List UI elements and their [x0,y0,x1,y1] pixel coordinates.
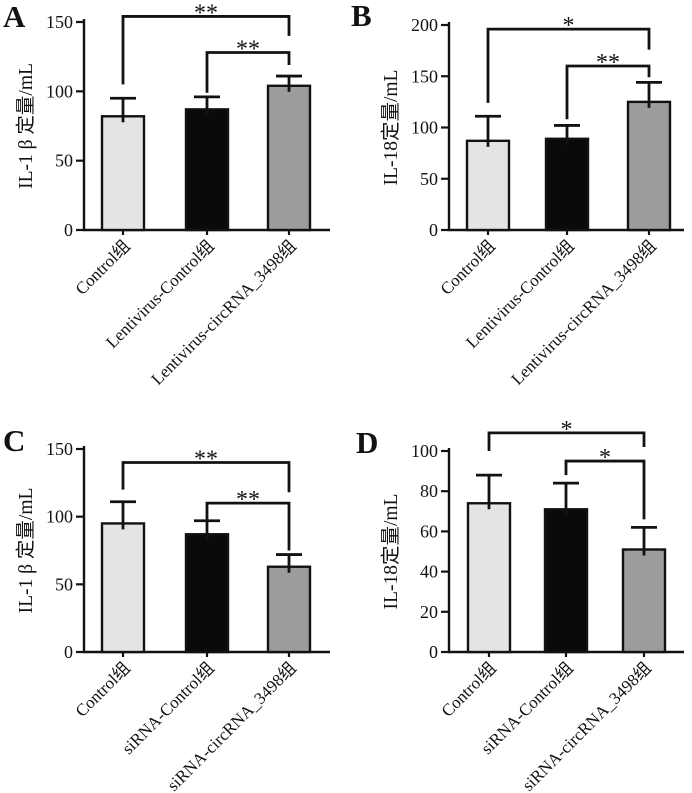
bar [626,100,672,232]
panel-B-letter: B [351,0,372,33]
y-axis-title: IL-18定量/mL [380,494,402,610]
panel-A: A 0 50 100 150 IL-1 β 定量/mL Control组 Lentiviru… [0,0,346,400]
significance-bracket [121,461,291,493]
y-tick-label: 150 [46,439,73,459]
panel-D: D 0 20 40 60 80 100 IL-18定量/mL Control组 siRNA-Co… [346,400,692,793]
bar [466,502,512,654]
panel-C: C 0 50 100 150 IL-1 β 定量/mL Control组 siRNA-Con… [0,400,346,793]
y-axis-title: IL-1 β 定量/mL [15,488,37,614]
panel-D-chart: 020406080100IL-18定量/mLControl组siRNA-Cont… [380,417,684,793]
significance-label: * [561,417,573,443]
bar [266,84,312,232]
significance-label: ** [236,37,260,63]
bar [543,508,589,654]
y-tick-label: 60 [420,521,438,541]
panel-C-letter: C [3,423,26,458]
y-tick-label: 40 [420,562,438,582]
significance-bracket [565,64,651,120]
significance-bracket [205,501,291,551]
bar [100,522,146,654]
bar [544,137,590,232]
bar [100,115,146,232]
bar [184,108,230,232]
y-tick-label: 100 [411,441,438,461]
x-tick-label: Lentivirus-circRNA_3498组 [148,236,300,388]
significance-bracket [205,51,291,93]
x-tick-label: Control组 [72,658,134,720]
y-tick-label: 200 [411,15,438,35]
y-tick-label: 0 [429,642,438,662]
y-tick-label: 0 [64,220,73,240]
y-tick-label: 50 [420,169,438,189]
y-tick-label: 0 [429,220,438,240]
panel-D-letter: D [356,425,379,460]
y-tick-label: 50 [55,574,73,594]
y-tick-label: 100 [46,507,73,527]
significance-bracket [486,27,651,103]
panel-B: B 0 50 100 150 200 IL-18定量/mL Control组 Lentivir… [346,0,692,400]
y-tick-label: 100 [46,81,73,101]
x-tick-label: Control组 [72,236,134,298]
y-tick-label: 0 [64,642,73,662]
panel-A-chart: 0 50 100 150 IL-1 β 定量/mL Control组Lentivirus-… [15,0,330,389]
y-tick-label: 100 [411,118,438,138]
bar [465,139,511,232]
y-axis-title: IL-18定量/mL [380,70,402,186]
significance-bracket [121,15,291,85]
y-tick-label: 150 [46,12,73,32]
x-tick-label: Control组 [438,658,500,720]
significance-bracket [487,431,646,451]
x-tick-label: siRNA-circRNA_3498组 [519,658,655,793]
x-tick-label: Lentivirus-circRNA_3498组 [508,236,660,388]
significance-label: ** [194,447,218,473]
bar [266,565,312,654]
bar [621,548,667,654]
y-tick-label: 150 [411,66,438,86]
x-tick-label: Control组 [437,236,499,298]
significance-label: * [563,13,575,39]
y-tick-label: 50 [55,151,73,171]
y-tick-label: 80 [420,481,438,501]
bar [184,533,230,654]
y-axis-title: IL-1 β 定量/mL [15,63,37,189]
panel-A-letter: A [3,0,26,34]
significance-label: ** [194,0,218,26]
panel-B-chart: 0 50 100 150 200 IL-18定量/mL Control组Lentivirus… [380,13,684,389]
significance-label: ** [596,50,620,76]
significance-bracket [564,459,646,520]
significance-label: ** [236,487,260,513]
y-tick-label: 20 [420,602,438,622]
significance-label: * [599,445,611,471]
